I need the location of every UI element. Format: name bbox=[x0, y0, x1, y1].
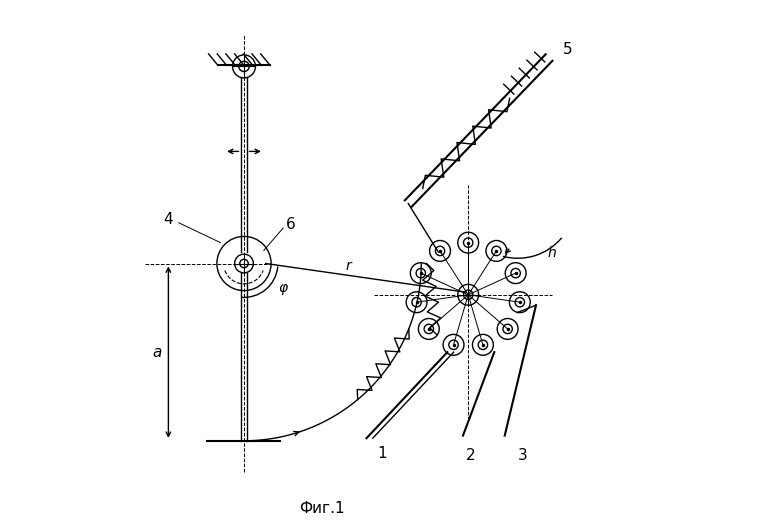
Text: a: a bbox=[152, 345, 161, 359]
Text: r: r bbox=[346, 259, 351, 273]
Text: 3: 3 bbox=[518, 448, 528, 463]
Text: 5: 5 bbox=[562, 42, 572, 57]
Text: 4: 4 bbox=[164, 212, 173, 227]
Text: h: h bbox=[548, 246, 556, 260]
Text: $\varphi$: $\varphi$ bbox=[278, 282, 289, 297]
Text: 1: 1 bbox=[378, 446, 387, 461]
Text: 6: 6 bbox=[286, 217, 296, 232]
Text: 2: 2 bbox=[466, 448, 476, 463]
Text: Фиг.1: Фиг.1 bbox=[300, 501, 345, 516]
